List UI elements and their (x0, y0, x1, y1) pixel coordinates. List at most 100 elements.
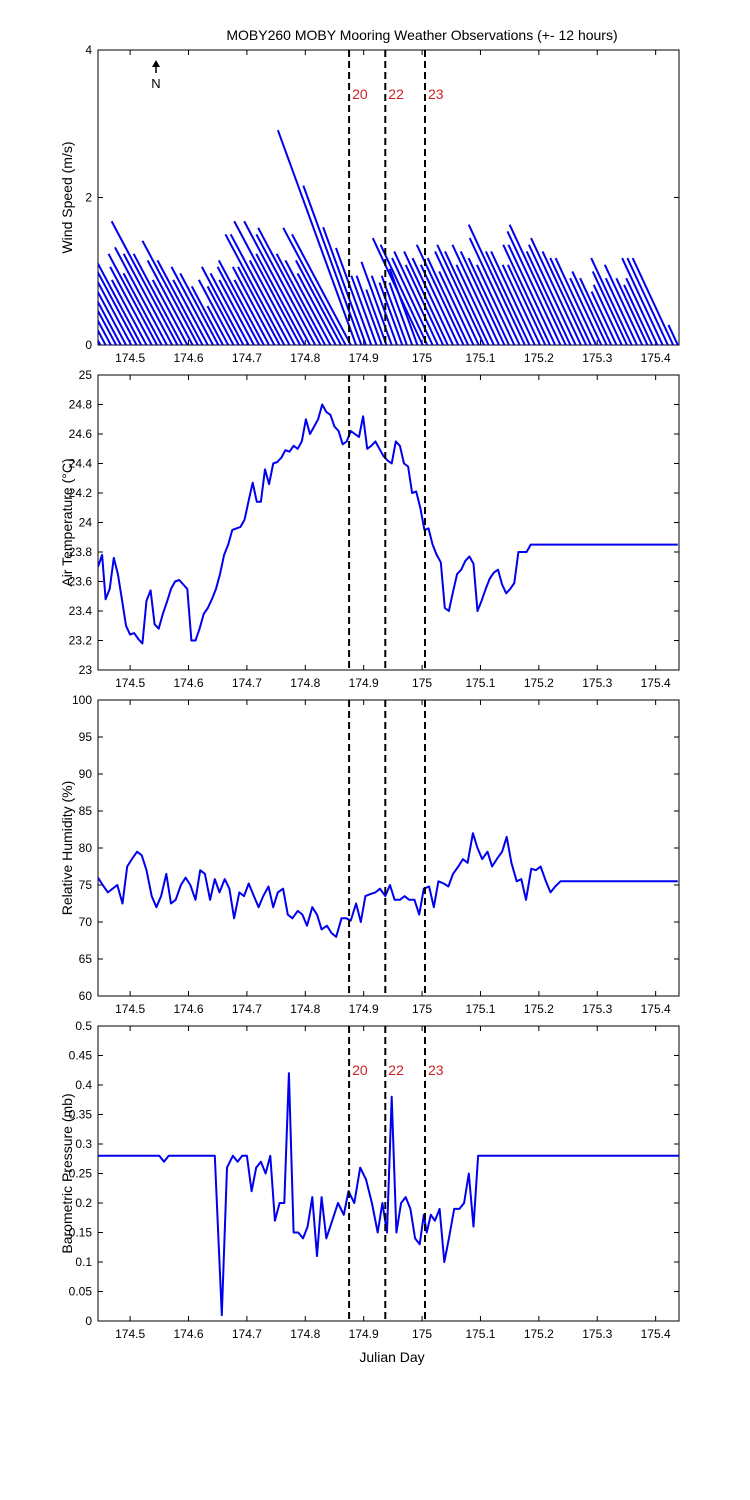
wind-vector (172, 279, 209, 345)
wind-vector (114, 246, 168, 345)
x-tick-label: 174.9 (349, 676, 379, 690)
wind-vector (190, 285, 224, 345)
wind-vector (592, 284, 623, 345)
event-marker-label: 20 (352, 86, 368, 102)
wind-vector (527, 244, 577, 345)
wind-vector (444, 251, 490, 345)
panel-1: 174.5 174.6 174.7 174.8 174.9 175 175.1 175.2 17… (59, 43, 680, 365)
wind-vector (237, 266, 281, 345)
wind-vector (625, 277, 659, 345)
wind-vector (146, 259, 194, 345)
y-tick-label: 23.6 (69, 575, 93, 589)
wind-vector (209, 272, 250, 345)
x-tick-label: 174.5 (115, 351, 145, 365)
x-tick-label: 174.9 (349, 1327, 379, 1341)
x-tick-label: 174.8 (290, 351, 320, 365)
wind-vector (200, 266, 245, 345)
wind-vector (506, 230, 562, 345)
wind-vector (549, 257, 592, 345)
wind-vector (490, 251, 536, 345)
wind-vector (631, 257, 675, 345)
wind-vector (502, 244, 551, 345)
wind-vector (525, 251, 572, 345)
wind-vector (476, 264, 516, 345)
wind-vector (229, 233, 291, 345)
wind-vector (393, 251, 439, 345)
wind-vector (284, 259, 332, 345)
wind-vector (107, 253, 158, 345)
y-tick-label: 0 (85, 338, 92, 352)
x-tick-label: 174.7 (232, 1002, 262, 1016)
wind-vector (365, 289, 388, 345)
x-tick-label: 174.7 (232, 1327, 262, 1341)
y-tick-label: 24.8 (69, 398, 93, 412)
wind-vector (243, 220, 311, 345)
wind-vector (508, 224, 567, 345)
wind-vector (507, 244, 557, 345)
wind-vector (122, 253, 174, 345)
x-tick-label: 175.2 (524, 351, 554, 365)
x-tick-label: 174.6 (173, 1002, 203, 1016)
y-tick-label: 90 (79, 767, 93, 781)
wind-vector (132, 253, 183, 345)
wind-vector (501, 264, 541, 345)
series-group (98, 1072, 679, 1317)
wind-vector (156, 259, 204, 345)
y-axis-label: Relative Humidity (%) (59, 781, 75, 916)
wind-vector (434, 251, 480, 345)
x-tick-label: 175.1 (465, 676, 495, 690)
y-tick-label: 23 (79, 663, 93, 677)
y-tick-label: 23.8 (69, 545, 93, 559)
x-tick-label: 174.8 (290, 1002, 320, 1016)
wind-vector (322, 226, 367, 345)
y-tick-label: 24.2 (69, 486, 93, 500)
x-tick-label: 174.7 (232, 351, 262, 365)
wind-vector (626, 257, 669, 345)
wind-vector (451, 244, 501, 345)
y-tick-label: 25 (79, 368, 93, 382)
wind-vector (98, 270, 138, 345)
event-marker-label: 20 (352, 1062, 368, 1078)
y-tick-label: 65 (79, 952, 93, 966)
event-marker-label: 22 (388, 86, 404, 102)
wind-vector (141, 240, 199, 345)
x-tick-label: 174.6 (173, 351, 203, 365)
wind-vector (590, 291, 618, 345)
wind-vector (388, 282, 414, 345)
y-tick-label: 24.6 (69, 427, 93, 441)
wind-vector (378, 282, 404, 345)
wind-vector (218, 279, 255, 345)
plot-frame (97, 699, 680, 997)
wind-vector (621, 257, 664, 345)
x-tick-label: 174.5 (115, 1002, 145, 1016)
x-tick-label: 175.4 (641, 1002, 671, 1016)
x-tick-label: 174.8 (290, 1327, 320, 1341)
wind-vector (603, 264, 644, 345)
wind-vector (379, 244, 429, 345)
wind-vector (370, 275, 398, 345)
wind-vector (224, 233, 286, 345)
wind-vector (455, 264, 495, 345)
y-tick-label: 70 (79, 915, 93, 929)
wind-vector (360, 261, 393, 345)
x-tick-label: 175.4 (641, 351, 671, 365)
y-tick-label: 0.35 (69, 1108, 93, 1122)
x-tick-label: 174.5 (115, 676, 145, 690)
wind-vector (217, 259, 265, 345)
wind-vector (206, 305, 230, 345)
x-axis-label: Julian Day (359, 1349, 424, 1365)
north-arrow-head (152, 60, 160, 67)
series-line (98, 403, 678, 645)
wind-vector (467, 257, 510, 345)
wind-vector (151, 279, 189, 345)
y-tick-label: 24 (79, 516, 93, 530)
x-tick-label: 175 (412, 676, 432, 690)
y-tick-label: 0.05 (69, 1285, 93, 1299)
y-tick-label: 4 (85, 43, 92, 57)
wind-vector (355, 275, 383, 345)
wind-vector (438, 271, 475, 345)
wind-vector (591, 271, 628, 345)
wind-vector (419, 264, 460, 345)
y-axis-label: Barometric Pressure (mb) (59, 1093, 75, 1253)
